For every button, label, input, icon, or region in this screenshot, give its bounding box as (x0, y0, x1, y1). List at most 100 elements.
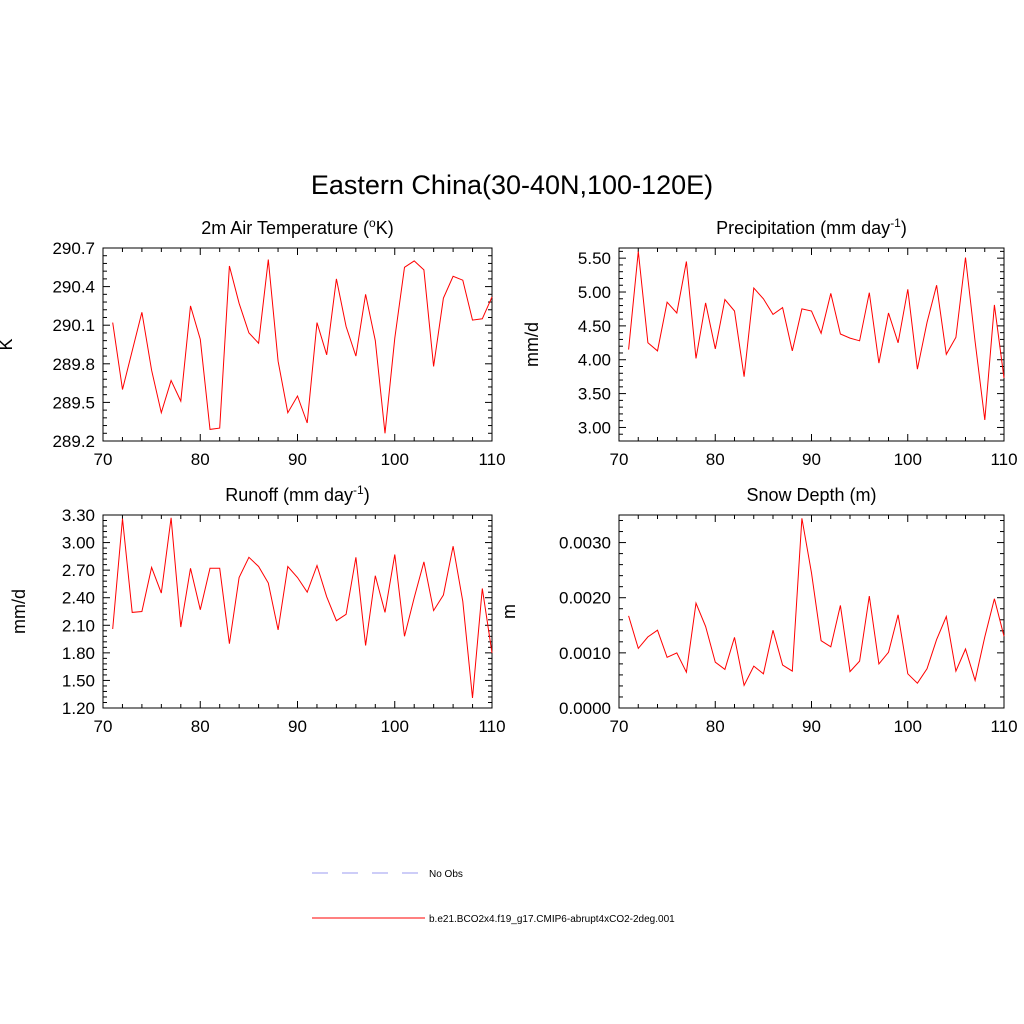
data-point (472, 697, 473, 698)
data-point (686, 672, 687, 673)
data-point (453, 276, 454, 277)
data-point (258, 343, 259, 344)
panel-title-tail: K) (376, 218, 394, 238)
data-point (170, 380, 171, 381)
data-point (180, 401, 181, 402)
data-point (277, 629, 278, 630)
data-point (462, 601, 463, 602)
data-point (219, 568, 220, 569)
panel-title: Precipitation (mm day-1) (716, 216, 907, 238)
panel-title-sup: -1 (890, 216, 901, 230)
data-point (849, 671, 850, 672)
plot-frame (618, 247, 1005, 442)
data-point (1003, 377, 1004, 378)
data-point (907, 289, 908, 290)
series-line (628, 518, 1005, 687)
data-point (229, 265, 230, 266)
data-point (326, 354, 327, 355)
x-tick-label: 100 (894, 450, 922, 469)
x-tick-label: 100 (381, 450, 409, 469)
panel-title-main: Precipitation (mm day (716, 218, 890, 238)
y-tick-label: 289.2 (52, 432, 95, 451)
data-point (744, 376, 745, 377)
data-point (346, 326, 347, 327)
data-point (917, 369, 918, 370)
data-point (724, 669, 725, 670)
y-tick-label: 2.70 (62, 561, 95, 580)
data-point (647, 636, 648, 637)
data-point (180, 627, 181, 628)
series-line (628, 251, 1005, 421)
data-point (734, 310, 735, 311)
data-point (984, 636, 985, 637)
plot-frame (618, 514, 1005, 709)
data-point (734, 637, 735, 638)
panel-title: Snow Depth (m) (746, 485, 876, 505)
data-point (801, 518, 802, 519)
data-point (715, 662, 716, 663)
data-point (638, 251, 639, 252)
data-point (657, 630, 658, 631)
y-tick-label: 3.30 (62, 506, 95, 525)
panel-title-tail: ) (364, 485, 370, 505)
legend: No Obs b.e21.BCO2x4.f19_g17.CMIP6-abrupt… (312, 869, 675, 925)
panel-4: 70 80 90 100 110 0.0000 0.0010 0.0020 0.0030 m Sno… (499, 485, 1018, 736)
y-tick-label: 290.1 (52, 316, 95, 335)
data-point (316, 565, 317, 566)
data-point (326, 596, 327, 597)
x-tick-label: 70 (610, 717, 629, 736)
plot-frame (102, 514, 493, 709)
data-point (297, 395, 298, 396)
y-tick-label: 2.40 (62, 589, 95, 608)
data-point (268, 582, 269, 583)
data-point (287, 566, 288, 567)
data-point (307, 592, 308, 593)
x-tick-label: 110 (478, 450, 505, 469)
data-point (190, 305, 191, 306)
data-point (946, 354, 947, 355)
data-point (888, 312, 889, 313)
y-tick-label: 3.50 (578, 385, 611, 404)
data-point (917, 683, 918, 684)
y-tick-label: 1.50 (62, 671, 95, 690)
y-tick-label: 4.50 (578, 317, 611, 336)
data-point (170, 517, 171, 518)
data-point (946, 616, 947, 617)
data-point (258, 566, 259, 567)
data-point (112, 322, 113, 323)
data-point (686, 261, 687, 262)
panel-title-main: 2m Air Temperature ( (201, 218, 369, 238)
y-tick-label: 5.00 (578, 283, 611, 302)
y-tick-label: 0.0030 (559, 534, 611, 553)
data-point (782, 307, 783, 308)
series-line (112, 259, 493, 434)
data-point (219, 428, 220, 429)
data-point (878, 663, 879, 664)
data-point (647, 342, 648, 343)
data-point (277, 361, 278, 362)
data-point (482, 588, 483, 589)
data-point (657, 350, 658, 351)
data-point (811, 572, 812, 573)
panel-title-tail: ) (901, 218, 907, 238)
data-point (141, 611, 142, 612)
data-point (667, 302, 668, 303)
data-point (898, 614, 899, 615)
data-point (346, 614, 347, 615)
data-point (926, 322, 927, 323)
data-point (336, 620, 337, 621)
data-point (122, 389, 123, 390)
y-tick-label: 4.00 (578, 351, 611, 370)
data-point (984, 419, 985, 420)
data-point (715, 348, 716, 349)
panel-title-main: Runoff (mm day (225, 485, 353, 505)
x-tick-label: 80 (191, 717, 210, 736)
data-point (443, 594, 444, 595)
data-point (423, 269, 424, 270)
data-point (975, 680, 976, 681)
data-point (898, 342, 899, 343)
data-point (763, 673, 764, 674)
data-point (753, 665, 754, 666)
data-point (375, 340, 376, 341)
data-point (151, 567, 152, 568)
